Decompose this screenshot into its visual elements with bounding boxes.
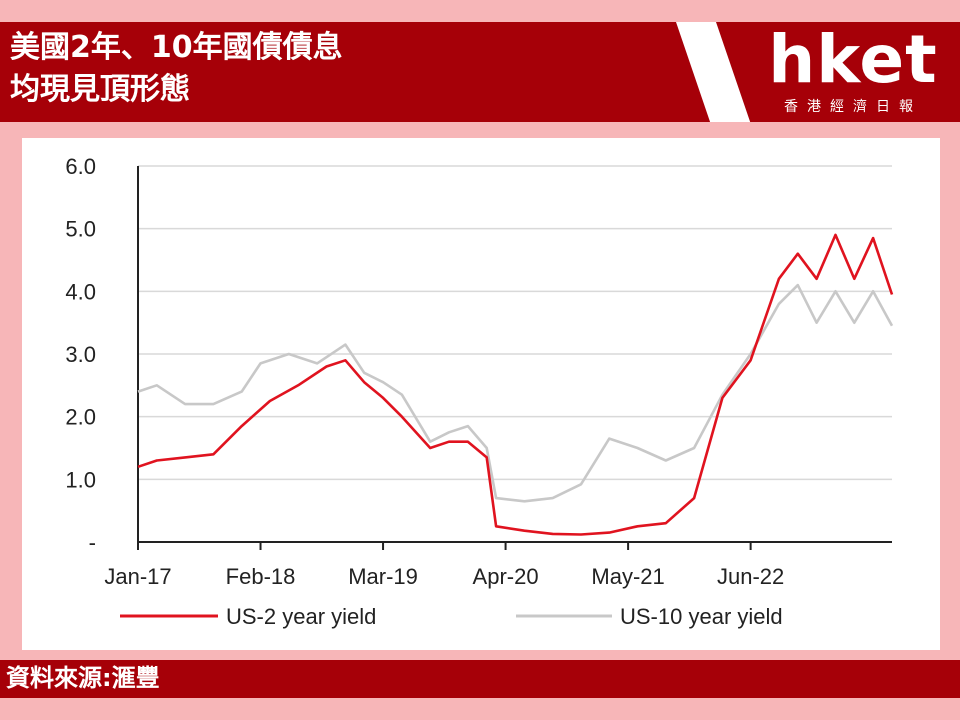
y-axis-ticks: - 1.0 2.0 3.0 4.0 5.0 6.0 bbox=[65, 154, 96, 555]
x-tick-label: Jun-22 bbox=[717, 564, 784, 589]
x-tick-label: Feb-18 bbox=[226, 564, 296, 589]
y-tick-label: 6.0 bbox=[65, 154, 96, 179]
x-tick-label: May-21 bbox=[591, 564, 664, 589]
source-bar bbox=[0, 660, 960, 698]
series-line-us10y bbox=[137, 283, 894, 503]
x-tick-label: Mar-19 bbox=[348, 564, 418, 589]
x-axis-ticks: Jan-17 Feb-18 Mar-19 Apr-20 May-21 Jun-22 bbox=[104, 542, 784, 589]
y-tick-label: 5.0 bbox=[65, 217, 96, 242]
legend-label: US-2 year yield bbox=[226, 604, 376, 629]
hket-logo: hket bbox=[768, 21, 938, 98]
title-line-1: 美國2年、10年國債債息 bbox=[10, 30, 343, 65]
series-line-us2y bbox=[137, 233, 894, 536]
y-tick-label: 1.0 bbox=[65, 467, 96, 492]
series-lines bbox=[137, 233, 894, 536]
grid-lines bbox=[137, 165, 892, 543]
yield-chart: - 1.0 2.0 3.0 4.0 5.0 6.0 Jan-17 Feb-18 Mar-19 Ap… bbox=[65, 154, 894, 629]
source-text: 資料來源:滙豐 bbox=[6, 664, 160, 692]
logo-background bbox=[716, 22, 960, 122]
y-tick-label: 3.0 bbox=[65, 342, 96, 367]
legend-label: US-10 year yield bbox=[620, 604, 783, 629]
y-tick-label: - bbox=[89, 530, 96, 555]
y-tick-label: 2.0 bbox=[65, 405, 96, 430]
logo-subtitle: 香港經濟日報 bbox=[784, 99, 922, 115]
title-line-2: 均現見頂形態 bbox=[10, 72, 190, 107]
x-tick-label: Jan-17 bbox=[104, 564, 171, 589]
x-tick-label: Apr-20 bbox=[473, 564, 539, 589]
chart-panel: - 1.0 2.0 3.0 4.0 5.0 6.0 Jan-17 Feb-18 Mar-19 Ap… bbox=[22, 138, 940, 650]
legend: US-2 year yield US-10 year yield bbox=[120, 604, 783, 629]
y-tick-label: 4.0 bbox=[65, 279, 96, 304]
